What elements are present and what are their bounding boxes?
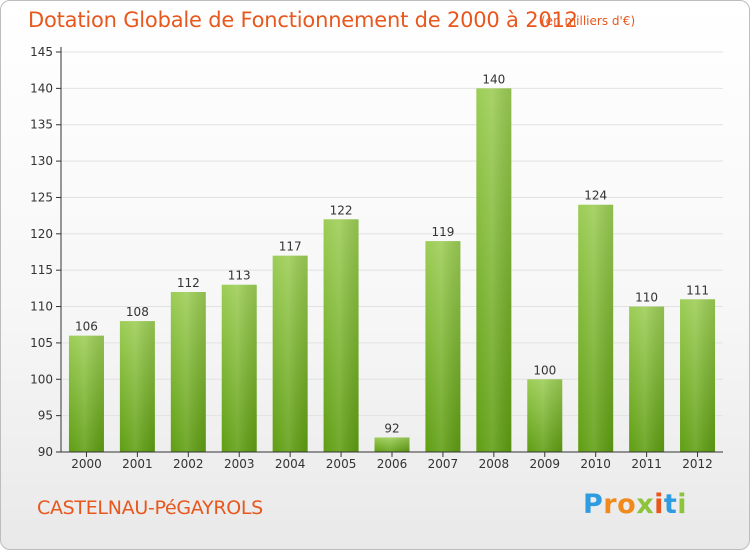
x-tick-label: 2008 bbox=[479, 457, 510, 471]
logo-letter: i bbox=[677, 489, 688, 520]
x-tick-label: 2005 bbox=[326, 457, 357, 471]
x-tick-label: 2010 bbox=[580, 457, 611, 471]
bar-shine bbox=[221, 284, 257, 452]
chart-subtitle: (en milliers d'€) bbox=[541, 14, 636, 28]
logo-letter: x bbox=[636, 489, 655, 520]
x-tick-label: 2007 bbox=[428, 457, 459, 471]
logo-letter: r bbox=[603, 489, 618, 520]
bar-shine bbox=[680, 299, 716, 452]
x-tick-label: 2004 bbox=[275, 457, 306, 471]
y-tick-label: 100 bbox=[30, 372, 53, 386]
logo-letter: i bbox=[654, 489, 664, 520]
x-tick-label: 2002 bbox=[173, 457, 204, 471]
bar-shine bbox=[323, 219, 359, 452]
grid-lines bbox=[61, 51, 723, 417]
bar-value-label: 119 bbox=[431, 225, 454, 239]
logo-letter: o bbox=[617, 489, 637, 520]
value-labels: 106 108 112 113 117 122 92 119 140 100 124 110 111 bbox=[75, 72, 709, 435]
x-tick-label: 2006 bbox=[377, 457, 408, 471]
bar-value-label: 113 bbox=[228, 269, 251, 283]
bar-shine bbox=[119, 321, 155, 452]
logo-letter: t bbox=[663, 489, 678, 520]
bar-shine bbox=[476, 88, 512, 452]
chart-title: Dotation Globale de Fonctionnement de 20… bbox=[28, 8, 578, 32]
y-tick-label: 105 bbox=[30, 336, 53, 350]
y-tick-label: 95 bbox=[38, 409, 53, 423]
bar-shine bbox=[170, 292, 206, 452]
y-tick-label: 115 bbox=[30, 263, 53, 277]
bar-value-label: 106 bbox=[75, 320, 98, 334]
y-tick-label: 125 bbox=[30, 190, 53, 204]
bars bbox=[68, 88, 716, 452]
y-tick-label: 130 bbox=[30, 154, 53, 168]
proxiti-logo: Proxiti bbox=[583, 489, 687, 520]
bar-value-label: 124 bbox=[584, 189, 607, 203]
bar-shine bbox=[272, 255, 308, 452]
x-tick-label: 2001 bbox=[122, 457, 153, 471]
axes: 90 95 100 105 110 115 120 125 130 135 140 145 2000 20… bbox=[30, 45, 723, 471]
bar-shine bbox=[68, 335, 104, 452]
bar-value-label: 111 bbox=[686, 283, 709, 297]
x-tick-label: 2000 bbox=[71, 457, 102, 471]
bar-value-label: 140 bbox=[482, 72, 505, 86]
bar-shine bbox=[578, 204, 614, 452]
bar-value-label: 108 bbox=[126, 305, 149, 319]
logo-letter: P bbox=[583, 489, 604, 520]
bar-value-label: 117 bbox=[279, 240, 302, 254]
bar-shine bbox=[425, 241, 461, 452]
commune-name: CASTELNAU-PéGAYROLS bbox=[37, 497, 263, 519]
y-tick-label: 145 bbox=[30, 45, 53, 59]
y-tick-label: 90 bbox=[38, 445, 53, 459]
bar-shine bbox=[629, 306, 665, 452]
y-tick-label: 135 bbox=[30, 118, 53, 132]
bar-shine bbox=[527, 379, 563, 452]
bar-value-label: 112 bbox=[177, 276, 200, 290]
x-tick-label: 2012 bbox=[682, 457, 713, 471]
x-tick-label: 2009 bbox=[529, 457, 560, 471]
y-tick-label: 120 bbox=[30, 227, 53, 241]
y-tick-label: 140 bbox=[30, 81, 53, 95]
y-tick-label: 110 bbox=[30, 300, 53, 314]
bar-value-label: 92 bbox=[384, 421, 399, 435]
bar-shine bbox=[374, 437, 410, 452]
x-tick-label: 2011 bbox=[631, 457, 662, 471]
x-tick-label: 2003 bbox=[224, 457, 255, 471]
bar-value-label: 122 bbox=[330, 203, 353, 217]
bar-value-label: 110 bbox=[635, 291, 658, 305]
bar-value-label: 100 bbox=[533, 363, 556, 377]
